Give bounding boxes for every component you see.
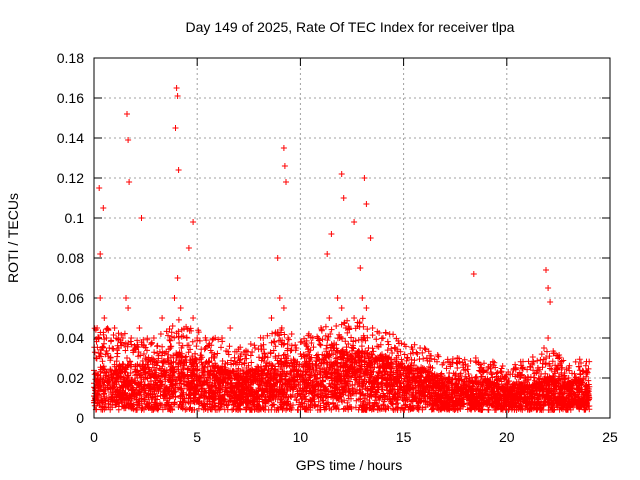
x-tick-label: 0 (90, 429, 98, 445)
y-tick-label: 0.02 (57, 370, 84, 386)
y-axis-label: ROTI / TECUs (5, 193, 21, 283)
y-tick-label: 0.08 (57, 250, 84, 266)
y-tick-label: 0.1 (65, 210, 85, 226)
x-tick-label: 15 (396, 429, 412, 445)
y-tick-label: 0.16 (57, 90, 84, 106)
y-tick-label: 0 (76, 410, 84, 426)
y-tick-label: 0.04 (57, 330, 84, 346)
x-tick-label: 10 (293, 429, 309, 445)
y-tick-label: 0.06 (57, 290, 84, 306)
axis-ticks: 0 0.02 0.04 0.06 0.08 0.1 0.12 0.14 0.16 0.18 0 5 10… (57, 50, 618, 445)
x-tick-label: 20 (499, 429, 515, 445)
chart-title: Day 149 of 2025, Rate Of TEC Index for r… (186, 19, 515, 35)
y-tick-label: 0.18 (57, 50, 84, 66)
x-axis-label: GPS time / hours (296, 457, 403, 473)
data-points (91, 85, 593, 413)
x-tick-label: 5 (193, 429, 201, 445)
grid-lines (94, 58, 610, 418)
x-tick-label: 25 (602, 429, 618, 445)
y-tick-label: 0.14 (57, 130, 84, 146)
plot-frame (93, 57, 611, 419)
series-roti-markers (91, 85, 593, 413)
y-tick-label: 0.12 (57, 170, 84, 186)
